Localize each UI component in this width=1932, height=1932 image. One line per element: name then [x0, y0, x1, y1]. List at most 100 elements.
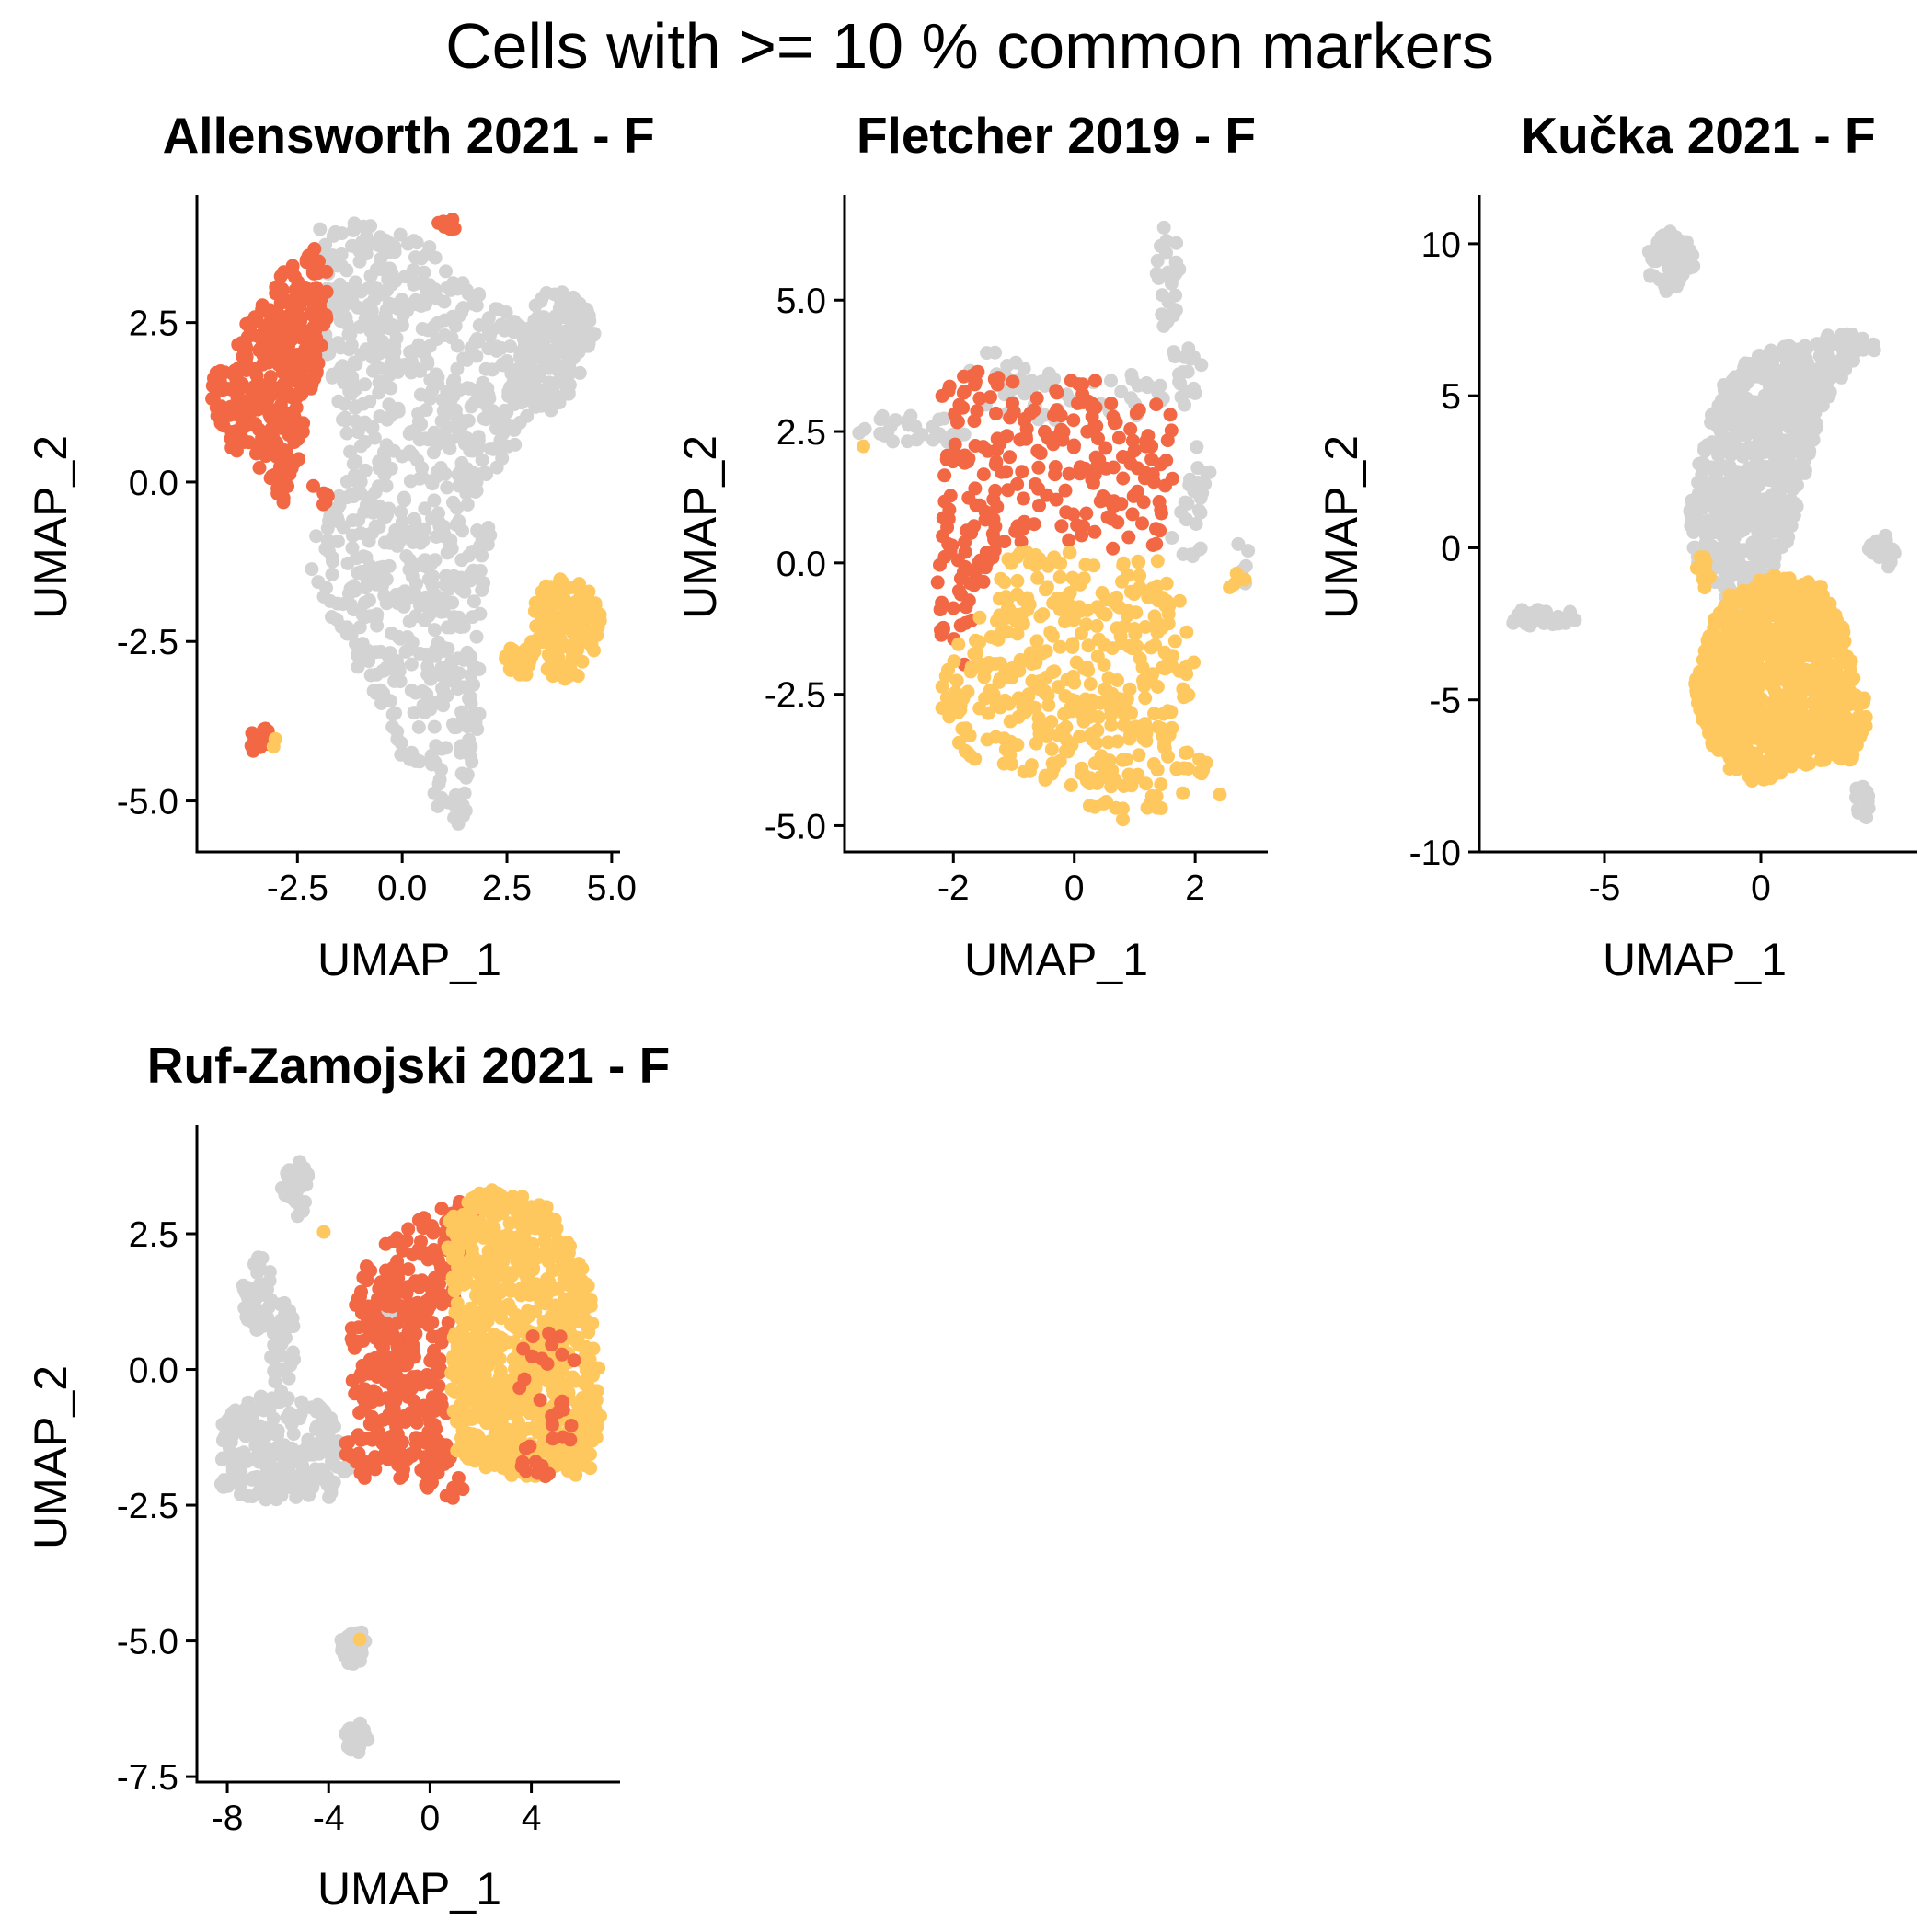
scatter-point	[244, 1418, 259, 1432]
scatter-point	[1771, 736, 1786, 751]
scatter-point	[972, 498, 987, 512]
scatter-point	[382, 650, 397, 665]
scatter-point	[937, 468, 952, 483]
scatter-point	[252, 1484, 267, 1499]
scatter-point	[938, 669, 953, 684]
scatter-point	[988, 657, 1003, 671]
scatter-point	[560, 311, 575, 326]
scatter-point	[369, 281, 384, 295]
scatter-point	[541, 324, 556, 339]
scatter-point	[428, 587, 443, 602]
scatter-point	[326, 554, 339, 569]
scatter-point	[1161, 293, 1176, 307]
scatter-point	[478, 362, 493, 376]
scatter-point	[1737, 592, 1752, 607]
scatter-point	[1095, 605, 1110, 620]
panel-ruf-zamojski: Ruf-Zamojski 2021 - F -8 -4 0 4-7.5-5.0-2.5…	[25, 1037, 670, 1915]
scatter-point	[1723, 529, 1737, 544]
scatter-point	[468, 565, 482, 580]
scatter-point	[1213, 788, 1227, 802]
scatter-point	[275, 282, 290, 296]
scatter-point	[968, 439, 983, 453]
scatter-point	[206, 392, 221, 407]
scatter-point	[513, 319, 527, 334]
scatter-point	[426, 445, 441, 460]
scatter-point	[463, 482, 477, 497]
panel-title: Kučka 2021 - F	[1521, 107, 1875, 164]
scatter-point	[1703, 498, 1718, 512]
scatter-point	[289, 1187, 304, 1202]
scatter-point	[477, 411, 491, 426]
scatter-point	[389, 331, 404, 345]
scatter-point	[1846, 737, 1860, 752]
scatter-point	[453, 383, 467, 397]
scatter-point	[1062, 466, 1076, 481]
scatter-point	[1774, 509, 1788, 523]
scatter-point	[540, 349, 555, 363]
scatter-point	[958, 535, 972, 549]
scatter-point	[1765, 626, 1780, 640]
scatter-point	[1190, 440, 1204, 454]
scatter-point	[404, 684, 419, 697]
scatter-point	[1032, 499, 1046, 512]
scatter-point	[1856, 779, 1870, 794]
scatter-point	[388, 273, 403, 288]
scatter-point	[289, 400, 304, 415]
scatter-point	[357, 1470, 372, 1485]
scatter-point	[1167, 345, 1181, 360]
scatter-point	[1029, 558, 1042, 572]
scatter-point	[1697, 581, 1712, 595]
scatter-point	[1675, 267, 1690, 282]
scatter-point	[1179, 625, 1194, 639]
scatter-point	[352, 1406, 367, 1420]
scatter-point	[346, 456, 361, 471]
scatter-point	[1000, 625, 1015, 639]
scatter-point	[251, 1455, 266, 1469]
y-tick-label: 0	[1441, 529, 1461, 569]
scatter-point	[418, 501, 432, 516]
scatter-point	[422, 391, 437, 406]
scatter-point	[1774, 471, 1788, 486]
scatter-point	[457, 436, 472, 451]
scatter-point	[316, 590, 331, 604]
scatter-point	[322, 1489, 337, 1504]
scatter-point	[241, 400, 256, 415]
scatter-point	[1146, 475, 1161, 489]
scatter-point	[1064, 693, 1079, 707]
scatter-point	[1069, 655, 1084, 670]
scatter-point	[380, 661, 394, 676]
scatter-point	[1795, 351, 1810, 365]
scatter-point	[480, 381, 495, 396]
scatter-point	[440, 620, 454, 635]
scatter-point	[504, 660, 519, 674]
scatter-point	[1115, 753, 1130, 767]
scatter-point	[951, 583, 966, 598]
y-tick-label: 10	[1421, 225, 1461, 265]
scatter-point	[379, 478, 394, 493]
scatter-point	[1010, 573, 1025, 588]
scatter-point	[1090, 649, 1105, 663]
scatter-point	[1052, 602, 1067, 616]
scatter-point	[1701, 440, 1716, 454]
scatter-point	[1777, 495, 1791, 510]
scatter-point	[436, 597, 451, 612]
scatter-point	[265, 446, 280, 461]
x-axis-label: UMAP_1	[964, 934, 1148, 985]
scatter-point	[1763, 473, 1777, 488]
scatter-point	[434, 1202, 449, 1216]
scatter-point	[1647, 254, 1661, 269]
scatter-point	[935, 679, 949, 694]
scatter-point	[1012, 663, 1027, 678]
scatter-point	[473, 606, 488, 621]
scatter-point	[326, 228, 340, 243]
scatter-point	[325, 567, 339, 581]
scatter-point	[421, 608, 436, 623]
scatter-point	[249, 368, 264, 383]
scatter-point	[1132, 403, 1146, 418]
scatter-point	[419, 553, 433, 568]
scatter-point	[1104, 718, 1119, 732]
scatter-point	[456, 619, 471, 634]
scatter-point	[454, 419, 469, 433]
scatter-point	[334, 259, 349, 273]
scatter-point	[1087, 524, 1102, 539]
